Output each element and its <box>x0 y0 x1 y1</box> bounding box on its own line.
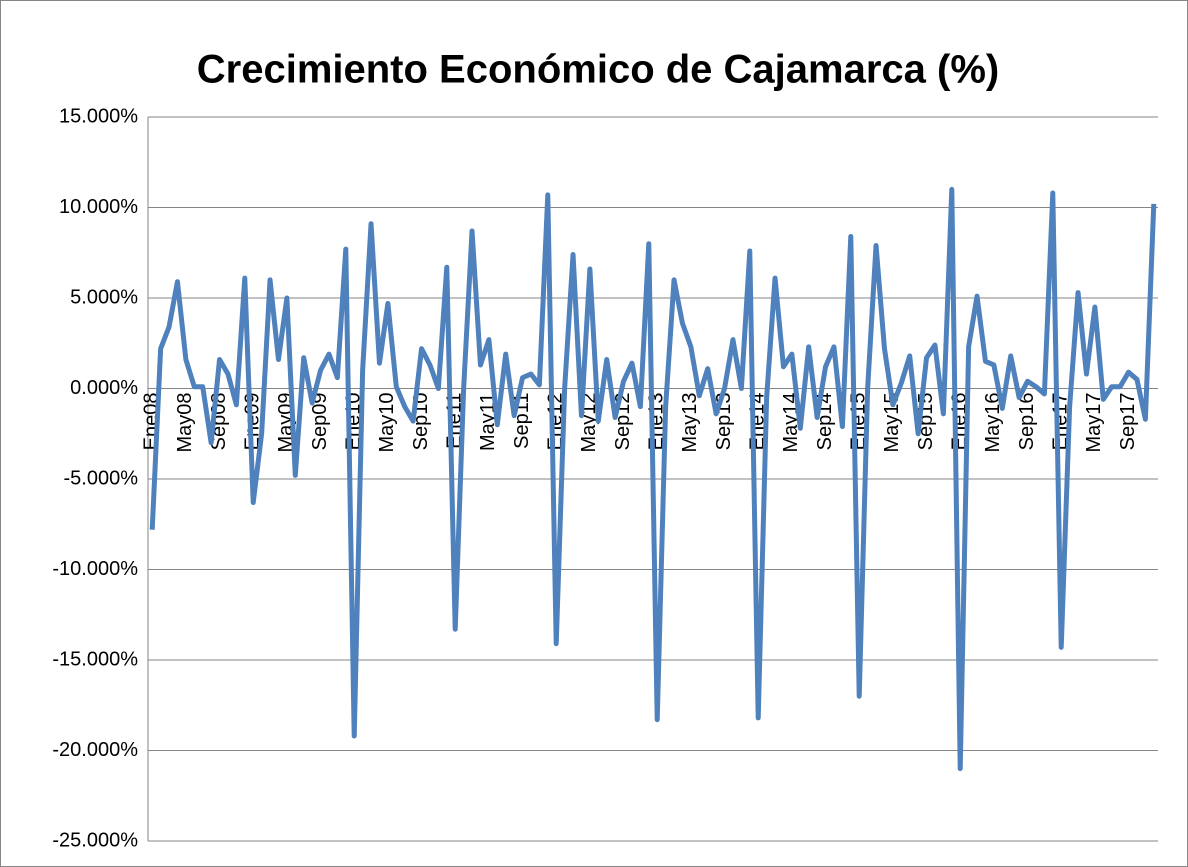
x-tick-label: Sep09 <box>309 393 331 451</box>
x-tick-label: May13 <box>679 393 701 453</box>
data-line <box>149 186 1157 772</box>
x-tick-label: May15 <box>881 393 903 453</box>
y-tick-label: -25.000% <box>52 829 138 851</box>
y-tick-label: 15.000% <box>59 105 138 127</box>
x-tick-label: May16 <box>982 393 1004 453</box>
x-tick-label: May08 <box>174 393 196 453</box>
y-tick-label: -5.000% <box>64 467 139 489</box>
x-tick-label: Sep17 <box>1117 393 1139 451</box>
y-tick-label: 0.000% <box>70 377 138 399</box>
x-tick-label: May10 <box>376 393 398 453</box>
y-tick-label: -20.000% <box>52 739 138 761</box>
y-tick-label: -15.000% <box>52 648 138 670</box>
y-tick-label: 5.000% <box>70 286 138 308</box>
y-tick-label: -10.000% <box>52 558 138 580</box>
x-tick-label: May17 <box>1083 393 1105 453</box>
y-tick-label: 10.000% <box>59 196 138 218</box>
x-tick-label: Sep16 <box>1016 393 1038 451</box>
chart-title: Crecimiento Económico de Cajamarca (%) <box>197 48 999 92</box>
